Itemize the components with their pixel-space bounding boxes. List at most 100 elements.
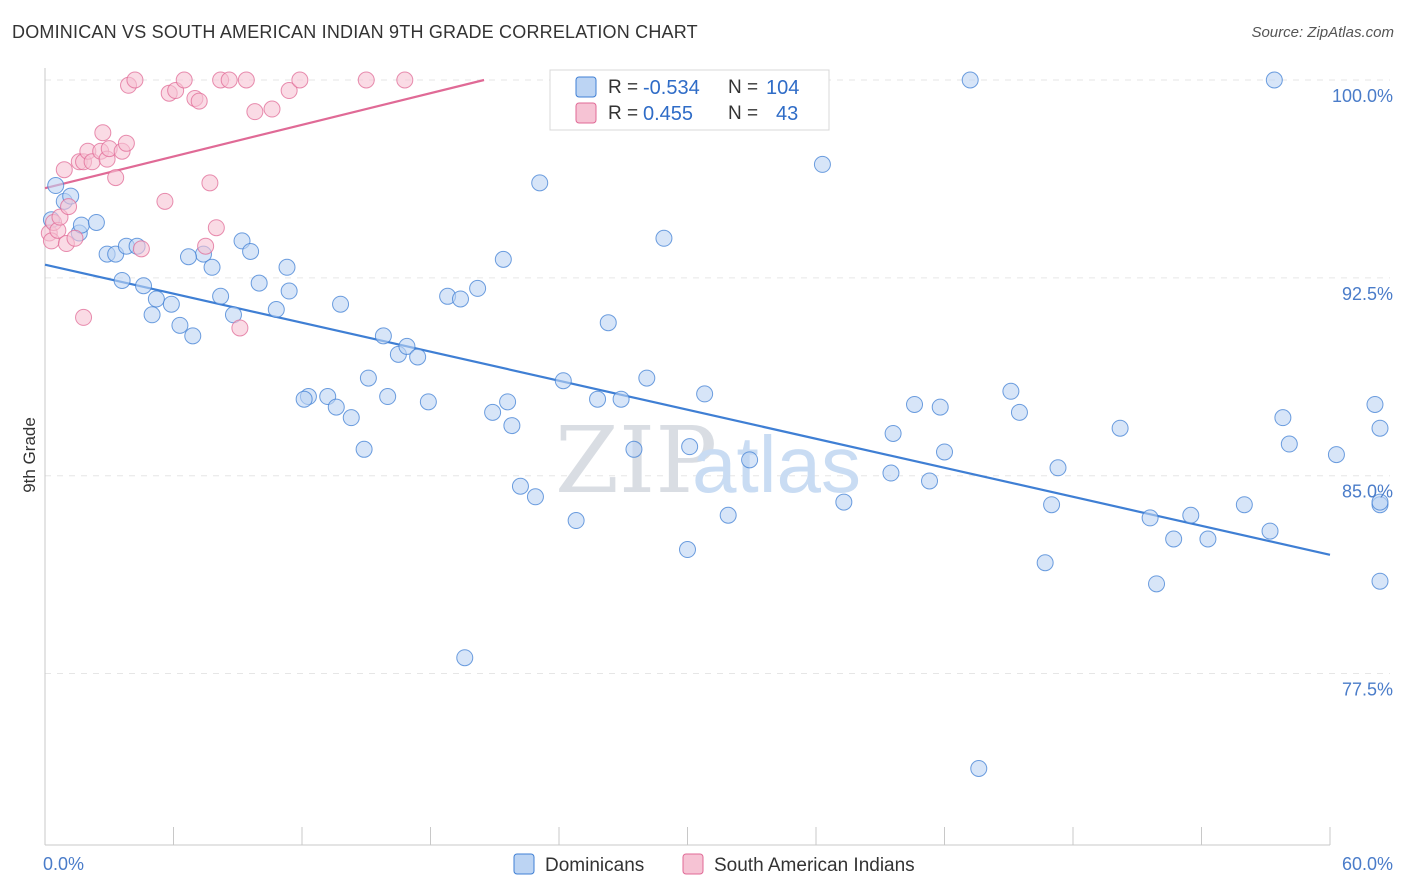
point-dominicans: [655, 229, 673, 247]
point-dominicans: [970, 760, 988, 777]
chart-source: Source: ZipAtlas.com: [1251, 24, 1394, 41]
point-dominicans: [1049, 459, 1067, 477]
point-south-american-indians: [107, 169, 125, 187]
point-dominicans: [531, 174, 549, 192]
bottom-legend-label-dominicans: Dominicans: [545, 855, 644, 876]
bottom-legend-label-south-american-indians: South American Indians: [714, 855, 915, 876]
point-south-american-indians: [156, 192, 174, 210]
y-tick-label: 92.5%: [1342, 284, 1393, 304]
legend-r-label-1: R =: [608, 103, 638, 124]
point-dominicans: [203, 258, 221, 276]
legend-swatch-south-american-indians: [575, 102, 597, 124]
point-dominicans: [1165, 530, 1183, 548]
point-dominicans: [143, 306, 161, 324]
bottom-legend-swatch-dominicans: [513, 853, 535, 875]
point-south-american-indians: [291, 71, 309, 89]
point-south-american-indians: [75, 308, 93, 326]
point-dominicans: [280, 282, 298, 300]
point-dominicans: [242, 242, 260, 260]
point-south-american-indians: [263, 100, 281, 118]
point-dominicans: [1111, 419, 1129, 437]
point-dominicans: [47, 177, 65, 195]
watermark-zip: ZIP: [555, 407, 717, 514]
point-dominicans: [374, 327, 392, 345]
point-dominicans: [835, 493, 853, 511]
point-dominicans: [135, 277, 153, 295]
legend-r-value-0: -0.534: [643, 77, 700, 99]
point-dominicans: [696, 385, 714, 403]
point-dominicans: [921, 472, 939, 490]
point-dominicans: [409, 348, 427, 366]
grid-lines: [45, 79, 1390, 675]
point-south-american-indians: [126, 71, 144, 89]
point-dominicans: [184, 327, 202, 345]
legend: R = -0.534 N = 104 R = 0.455 N = 43: [549, 69, 830, 131]
y-axis-label: 9th Grade: [20, 417, 39, 493]
point-dominicans: [419, 393, 437, 411]
point-dominicans: [1261, 522, 1279, 540]
point-south-american-indians: [190, 92, 208, 110]
point-dominicans: [1043, 496, 1061, 514]
point-south-american-indians: [201, 174, 219, 192]
y-tick-label: 77.5%: [1342, 680, 1393, 700]
point-dominicans: [295, 390, 313, 408]
y-tick-label: 85.0%: [1342, 482, 1393, 502]
point-south-american-indians: [175, 71, 193, 89]
axes: [44, 68, 1331, 846]
point-dominicans: [936, 443, 953, 461]
point-south-american-indians: [231, 319, 249, 337]
point-dominicans: [625, 440, 643, 458]
point-dominicans: [503, 417, 521, 435]
point-dominicans: [719, 506, 737, 524]
point-dominicans: [398, 337, 416, 355]
point-dominicans: [567, 512, 585, 530]
point-dominicans: [612, 390, 630, 408]
point-dominicans: [1327, 446, 1345, 464]
point-dominicans: [332, 295, 350, 313]
point-dominicans: [1235, 496, 1253, 514]
point-dominicans: [1371, 572, 1389, 590]
point-dominicans: [741, 451, 759, 469]
point-dominicans: [499, 393, 517, 411]
point-south-american-indians: [280, 82, 298, 100]
point-dominicans: [267, 301, 285, 318]
point-south-american-indians: [246, 103, 264, 121]
point-south-american-indians: [55, 161, 73, 179]
x-tick-label: 60.0%: [1342, 854, 1393, 874]
point-dominicans: [484, 403, 502, 421]
point-dominicans: [494, 250, 512, 268]
point-dominicans: [681, 438, 699, 456]
point-dominicans: [342, 409, 360, 427]
point-dominicans: [250, 274, 268, 292]
watermark-atlas: atlas: [692, 420, 861, 509]
point-south-american-indians: [357, 71, 375, 89]
point-dominicans: [87, 213, 105, 231]
point-dominicans: [327, 398, 345, 416]
point-south-american-indians: [66, 229, 84, 247]
point-south-american-indians: [220, 71, 238, 89]
legend-r-value-1: 0.455: [643, 103, 693, 125]
bottom-legend: Dominicans South American Indians: [513, 853, 915, 876]
legend-n-label-0: N =: [728, 77, 758, 98]
point-dominicans: [1371, 419, 1389, 437]
point-dominicans: [931, 398, 949, 416]
legend-n-label-1: N =: [728, 103, 758, 124]
point-dominicans: [1366, 395, 1384, 413]
point-dominicans: [469, 279, 487, 297]
point-south-american-indians: [60, 198, 78, 216]
point-dominicans: [179, 248, 197, 266]
point-dominicans: [961, 71, 979, 89]
point-dominicans: [884, 424, 902, 442]
point-dominicans: [379, 388, 397, 406]
point-south-american-indians: [94, 124, 112, 142]
point-dominicans: [1148, 575, 1166, 593]
point-dominicans: [599, 314, 617, 332]
legend-n-value-0: 104: [766, 77, 799, 99]
point-dominicans: [162, 295, 180, 313]
point-dominicans: [212, 287, 230, 305]
chart-title: DOMINICAN VS SOUTH AMERICAN INDIAN 9TH G…: [12, 22, 698, 42]
point-south-american-indians: [197, 237, 215, 255]
point-dominicans: [813, 155, 831, 173]
point-dominicans: [355, 440, 373, 458]
point-south-american-indians: [396, 71, 414, 89]
